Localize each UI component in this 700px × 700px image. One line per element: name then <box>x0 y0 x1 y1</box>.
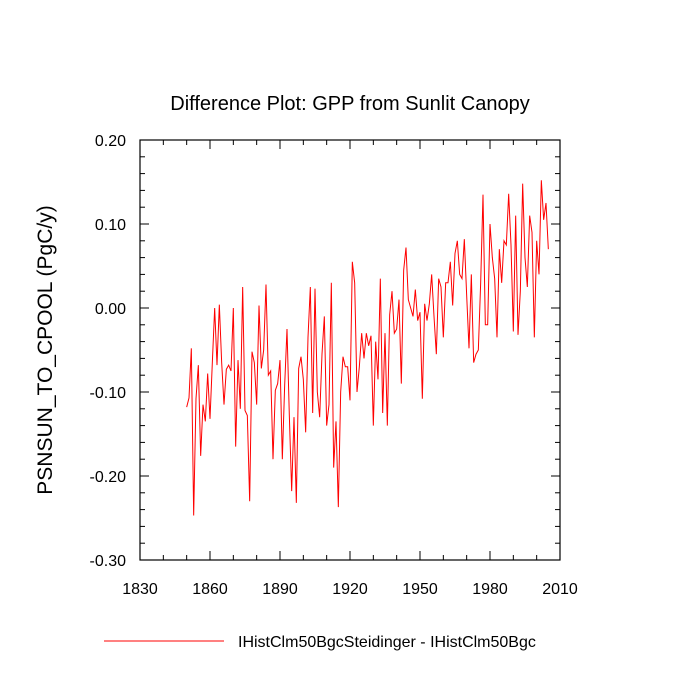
y-tick-label: 0.20 <box>95 133 126 150</box>
plot-frame <box>139 139 561 561</box>
chart-title: Difference Plot: GPP from Sunlit Canopy <box>170 93 529 115</box>
y-tick-label: 0.10 <box>95 217 126 234</box>
legend-label: IHistClm50BgcSteidinger - IHistClm50Bgc <box>238 634 536 651</box>
y-tick-label: 0.00 <box>95 301 126 318</box>
y-axis-label: PSNSUN_TO_CPOOL (PgC/y) <box>34 205 57 494</box>
series-line-0 <box>186 180 549 516</box>
x-tick-label: 1980 <box>472 581 508 598</box>
x-tick-label: 2010 <box>542 581 578 598</box>
y-tick-label: -0.30 <box>90 553 127 570</box>
x-tick-label: 1920 <box>332 581 368 598</box>
x-tick-label: 1860 <box>192 581 228 598</box>
axis-tick-labels: 1830 1860 1890 1920 1950 1980 2010 -0.30 -0.20 -0… <box>90 133 578 598</box>
x-tick-label: 1890 <box>262 581 298 598</box>
y-tick-label: -0.20 <box>90 469 127 486</box>
axis-ticks <box>139 139 561 561</box>
x-tick-label: 1830 <box>122 581 158 598</box>
y-tick-label: -0.10 <box>90 385 127 402</box>
series-layer <box>186 180 549 516</box>
y-axis-label-group: PSNSUN_TO_CPOOL (PgC/y) <box>34 205 57 494</box>
legend: IHistClm50BgcSteidinger - IHistClm50Bgc <box>104 634 536 651</box>
x-tick-label: 1950 <box>402 581 438 598</box>
